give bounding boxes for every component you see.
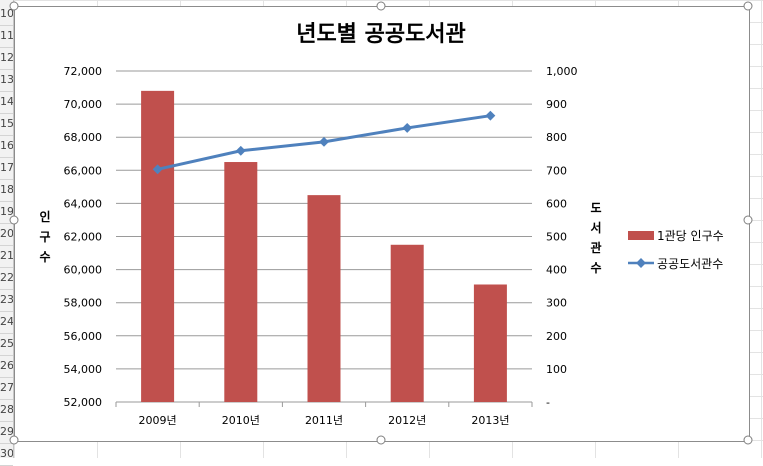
line-point: [152, 164, 163, 175]
row-number[interactable]: 13: [0, 69, 13, 92]
axis-label-char: 수: [39, 250, 50, 264]
right-tick-label: 700: [546, 164, 567, 177]
bar-series: [141, 90, 507, 403]
left-tick-label: 52,000: [64, 396, 103, 409]
selection-handles[interactable]: [9, 1, 753, 445]
left-tick-label: 60,000: [64, 264, 103, 277]
row-number[interactable]: 23: [0, 289, 13, 312]
bar: [224, 162, 258, 402]
line-point: [319, 136, 329, 147]
bar: [307, 195, 341, 402]
resize-handle[interactable]: [376, 1, 386, 11]
left-tick-label: 62,000: [64, 231, 103, 244]
axis-label-char: 도: [590, 201, 601, 215]
row-number[interactable]: 28: [0, 399, 13, 422]
axis-label-char: 수: [590, 261, 601, 275]
line-point: [235, 145, 246, 156]
axis-label-char: 서: [590, 220, 601, 235]
left-axis-ticks: 72,000 70,000 68,000 66,000 64,000 62,000 60,0…: [64, 65, 103, 409]
legend-label-line: 공공도서관수: [657, 257, 723, 271]
right-tick-label: 500: [546, 231, 567, 244]
right-tick-label: 100: [546, 363, 567, 376]
row-number[interactable]: 27: [0, 377, 13, 400]
right-axis-ticks: 1,000 900 800 700 600 500 400 300 200 100 -: [546, 65, 578, 409]
row-number[interactable]: 11: [0, 25, 13, 48]
bar: [473, 284, 507, 402]
row-number[interactable]: 29: [0, 421, 13, 444]
row-number[interactable]: 17: [0, 157, 13, 180]
left-tick-label: 64,000: [64, 197, 103, 210]
legend-swatch-bar: [628, 231, 654, 240]
left-tick-label: 68,000: [64, 131, 103, 144]
right-tick-label: 300: [546, 297, 567, 310]
row-number[interactable]: 16: [0, 135, 13, 158]
resize-handle[interactable]: [743, 435, 753, 445]
right-tick-label: 400: [546, 264, 567, 277]
right-tick-label: -: [546, 396, 550, 409]
line-point: [402, 122, 413, 133]
chart-title: 년도별 공공도서관: [296, 22, 466, 47]
x-tick-label: 2011년: [305, 414, 343, 427]
left-tick-label: 70,000: [64, 98, 103, 111]
legend[interactable]: 1관당 인구수 공공도서관수: [628, 229, 724, 271]
row-number[interactable]: 26: [0, 355, 13, 378]
row-number[interactable]: 12: [0, 47, 13, 70]
row-number[interactable]: 21: [0, 245, 13, 268]
resize-handle[interactable]: [376, 435, 386, 445]
x-tick-label: 2009년: [139, 414, 177, 427]
right-tick-label: 1,000: [546, 65, 578, 78]
right-axis-label: 도서관수: [590, 201, 601, 275]
row-number[interactable]: 19: [0, 201, 13, 224]
row-header: 10 11 12 13 14 15 16 17 18 19 20 21 22 23 24 25 26 27 28 29…: [0, 0, 14, 466]
row-number[interactable]: 10: [0, 3, 13, 26]
x-tick-label: 2013년: [471, 414, 509, 427]
resize-handle[interactable]: [743, 215, 753, 225]
row-number[interactable]: 14: [0, 91, 13, 114]
axis-label-char: 구: [39, 230, 50, 244]
right-tick-label: 800: [546, 131, 567, 144]
legend-swatch-marker: [636, 258, 646, 268]
x-tick-label: 2010년: [222, 414, 260, 427]
axis-label-char: 인: [39, 209, 50, 224]
legend-label-bar: 1관당 인구수: [657, 229, 724, 243]
left-tick-label: 58,000: [64, 297, 103, 310]
left-tick-label: 56,000: [64, 330, 103, 343]
row-number[interactable]: 24: [0, 311, 13, 334]
bar: [141, 90, 175, 403]
left-tick-label: 72,000: [64, 65, 103, 78]
right-tick-label: 200: [546, 330, 567, 343]
left-axis-label: 인구수: [39, 209, 50, 264]
left-tick-label: 54,000: [64, 363, 103, 376]
resize-handle[interactable]: [743, 1, 753, 11]
row-number[interactable]: 22: [0, 267, 13, 290]
x-axis-ticks: 2009년 2010년 2011년 2012년 2013년: [115, 402, 533, 427]
right-tick-label: 900: [546, 98, 567, 111]
axis-label-char: 관: [590, 240, 601, 255]
bar: [390, 244, 424, 402]
resize-handle[interactable]: [9, 435, 19, 445]
row-number[interactable]: 20: [0, 223, 13, 246]
resize-handle[interactable]: [9, 1, 19, 11]
line-point: [485, 110, 496, 121]
left-tick-label: 66,000: [64, 164, 103, 177]
row-number[interactable]: 15: [0, 113, 13, 136]
line-series: [152, 110, 496, 175]
x-tick-label: 2012년: [388, 414, 426, 427]
row-number[interactable]: 18: [0, 179, 13, 202]
right-tick-label: 600: [546, 197, 567, 210]
resize-handle[interactable]: [9, 215, 19, 225]
row-number[interactable]: 25: [0, 333, 13, 356]
